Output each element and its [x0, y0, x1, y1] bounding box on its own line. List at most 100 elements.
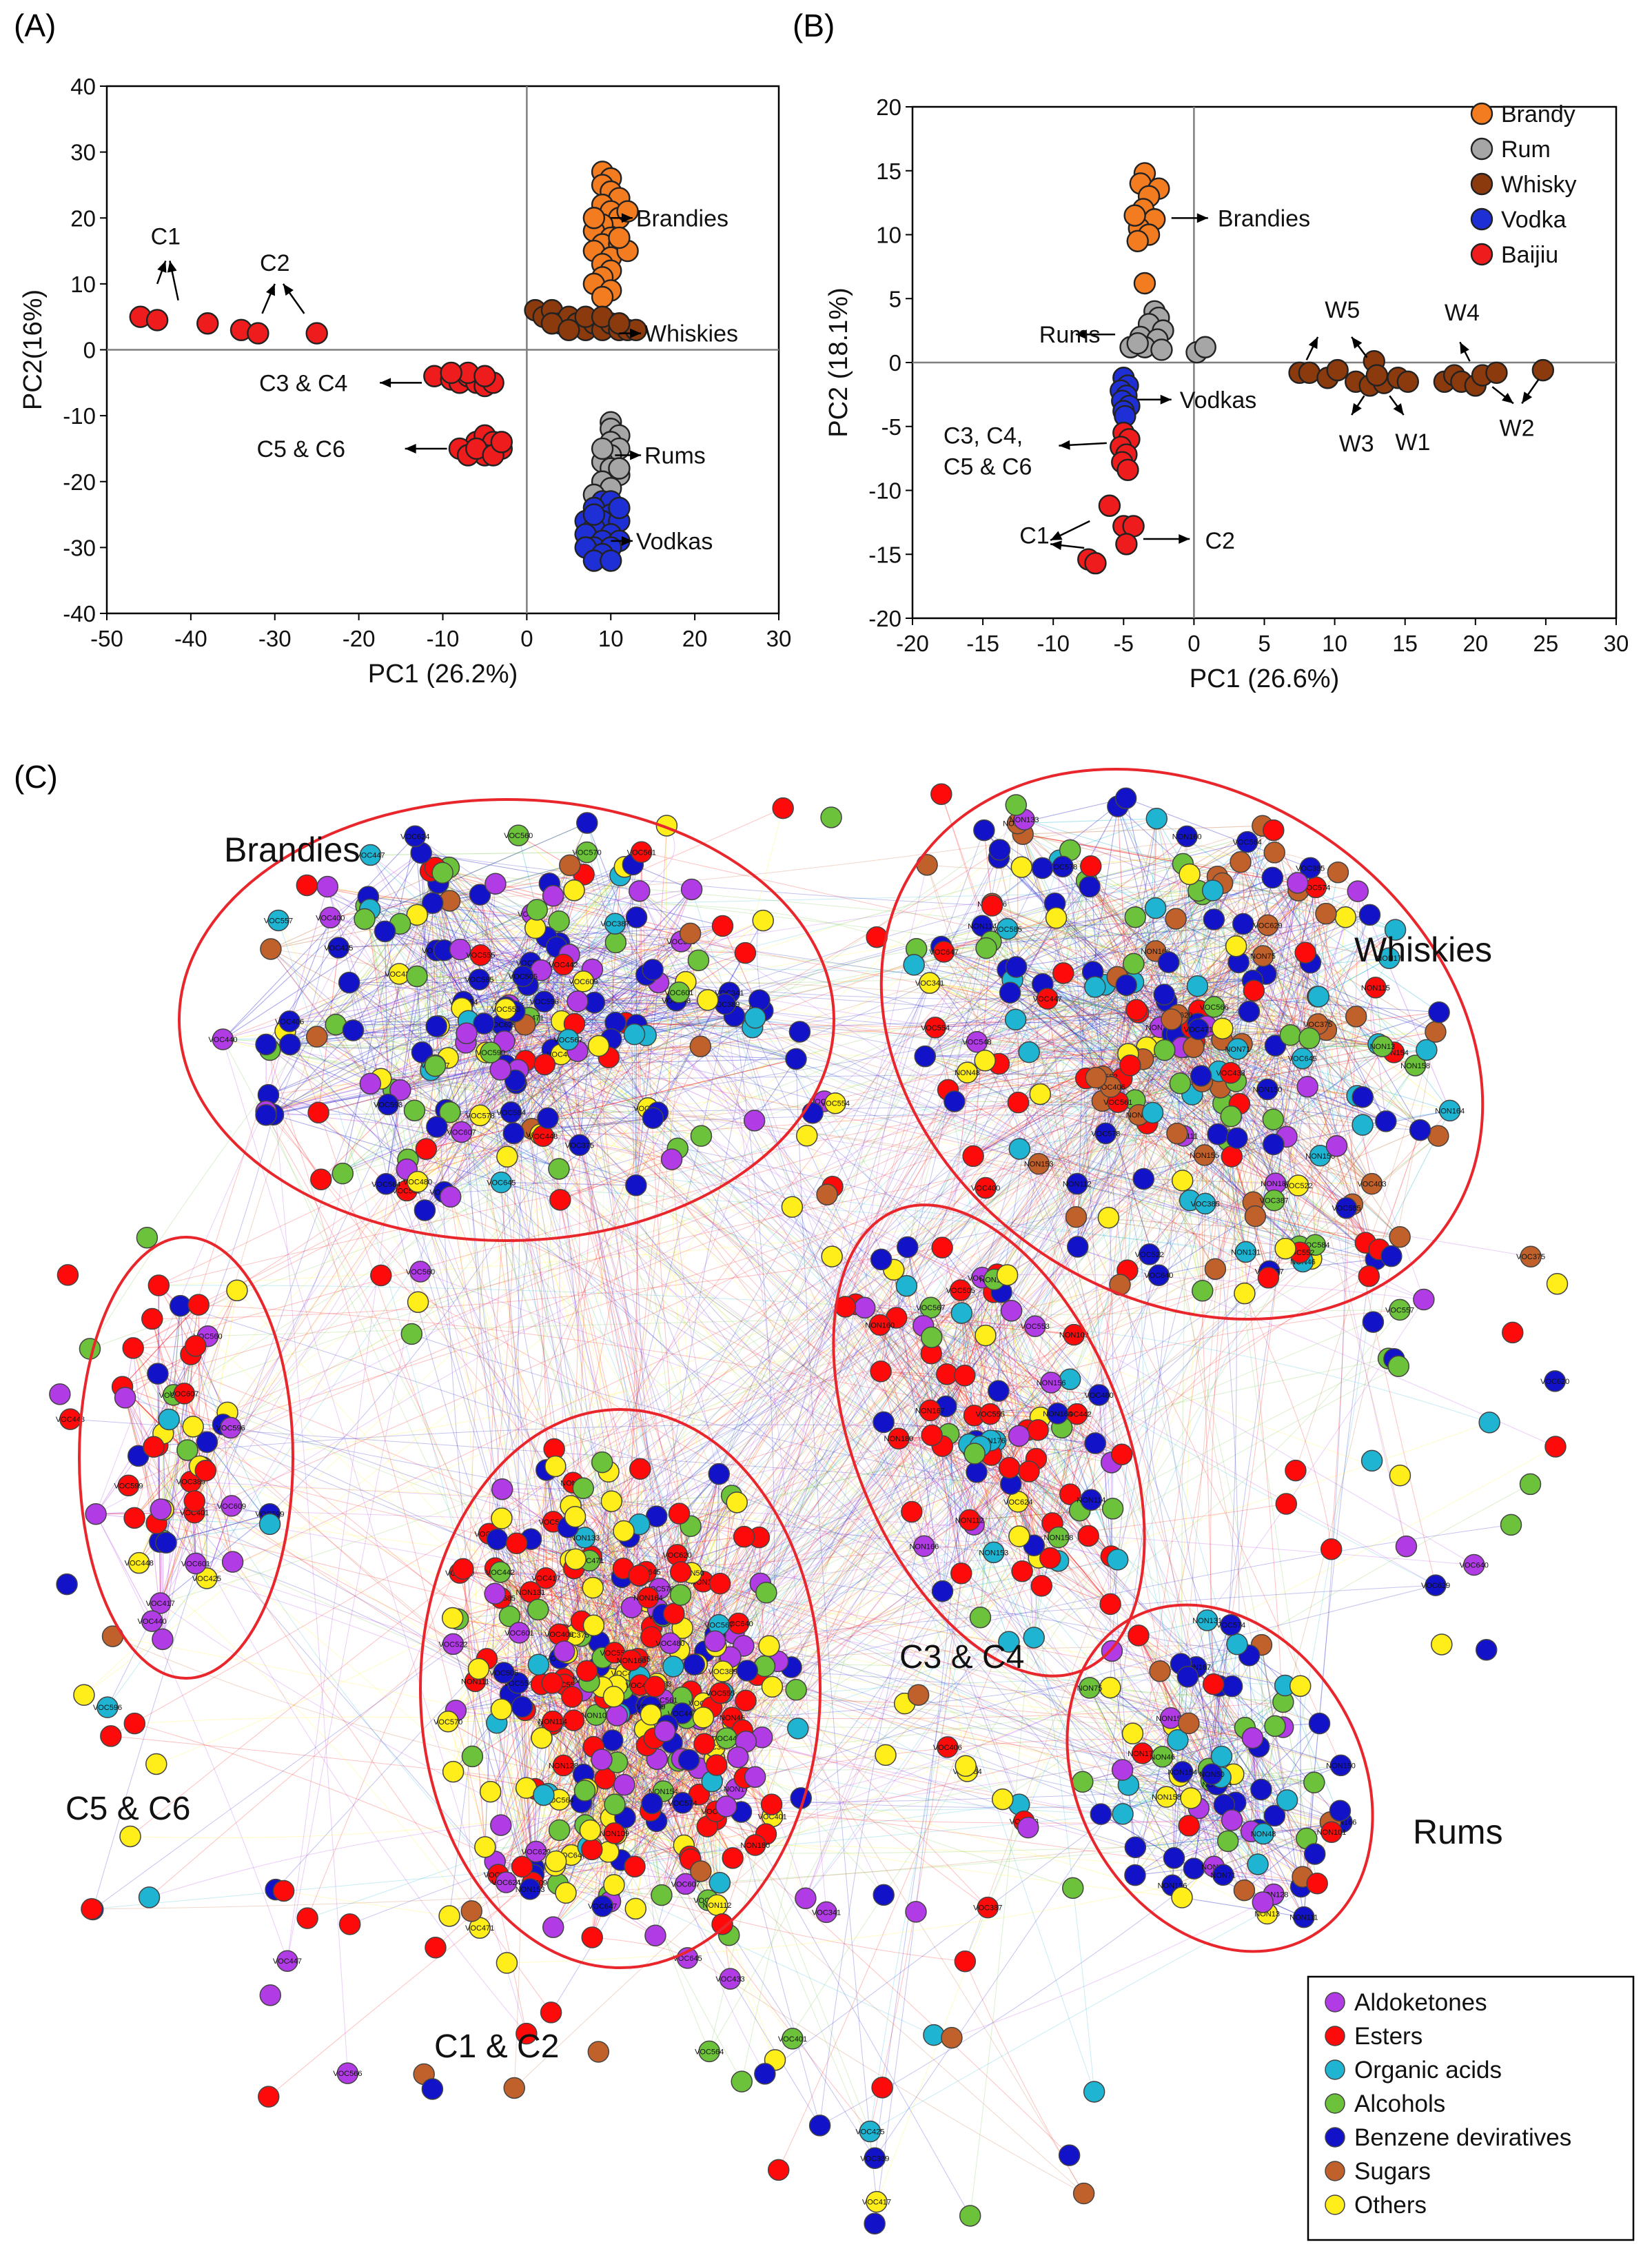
network-node [1132, 1168, 1155, 1190]
network-node [1172, 1170, 1194, 1192]
network-node: VOC448 [125, 1551, 154, 1574]
data-point [1133, 272, 1156, 295]
network-node-circle [354, 908, 376, 930]
network-edge [320, 1015, 735, 1180]
network-node-circle [711, 915, 734, 937]
network-edge [924, 992, 1010, 1057]
network-node [1141, 1101, 1164, 1124]
network-node-circle [439, 1185, 462, 1208]
network-node [542, 885, 564, 907]
annotation-vodkas: Vodkas [636, 529, 713, 555]
arrow-c3-c6 [1059, 440, 1107, 450]
network-edge [634, 889, 693, 1035]
network-node [687, 949, 710, 972]
network-node-circle [567, 990, 589, 1012]
network-node-circle [734, 941, 757, 964]
network-edge [1010, 957, 1389, 993]
annotation-w3: W3 [1339, 431, 1374, 457]
legend-label: Vodka [1501, 207, 1567, 233]
network-node-circle [158, 1408, 180, 1431]
network-edge [273, 937, 547, 1115]
network-node-label: VOC448 [529, 1132, 558, 1141]
network-node-circle [999, 981, 1021, 1004]
network-node [1262, 1108, 1285, 1131]
legend-label: Whisky [1501, 172, 1577, 198]
network-node [338, 971, 360, 994]
network-node-circle [1345, 1006, 1367, 1028]
network-edge [1121, 1078, 1380, 1250]
network-edge [1199, 890, 1299, 1011]
network-node [1238, 1000, 1261, 1023]
network-edge [157, 1285, 159, 1374]
network-edge [944, 951, 1048, 999]
network-edge [929, 982, 977, 1043]
network-edge [320, 976, 524, 1180]
network-edge [432, 902, 529, 986]
network-edge [1076, 1216, 1400, 1238]
network-node [587, 1035, 610, 1057]
network-edge [531, 1046, 701, 1130]
network-edge [935, 835, 1187, 1028]
network-node [1007, 1091, 1030, 1114]
network-node [1207, 1123, 1229, 1145]
network-node [1045, 907, 1068, 929]
network-node [1325, 1135, 1348, 1157]
network-edge [463, 974, 646, 1003]
network-node-circle [1179, 863, 1201, 886]
data-point [1150, 338, 1173, 361]
network-edge [421, 852, 640, 892]
network-edge [1090, 866, 1203, 1291]
network-node-circle [623, 1023, 646, 1046]
network-node-circle [1186, 975, 1209, 997]
x-tick-label: -10 [427, 626, 460, 651]
network-edge [1054, 894, 1203, 904]
network-node [1243, 979, 1265, 1002]
network-node-circle [1165, 908, 1187, 930]
network-node-circle [1243, 979, 1265, 1002]
network-node-circle [296, 874, 318, 897]
network-node-label: VOC555 [466, 952, 495, 960]
network-node-circle [526, 899, 548, 921]
network-node [743, 1110, 766, 1132]
network-node-circle [1287, 872, 1309, 894]
network-node-circle [1066, 1236, 1089, 1258]
network-node-label: VOC425 [324, 944, 353, 953]
network-edge [633, 1034, 649, 1108]
network-edge [1077, 1183, 1300, 1247]
network-edge [540, 1117, 653, 1135]
network-node [1352, 1086, 1374, 1108]
network-node-circle [342, 1019, 365, 1041]
network-edge [954, 1101, 1223, 1104]
network-edge [540, 999, 708, 1135]
network-node-circle [1119, 1055, 1141, 1077]
network-node-circle [431, 862, 453, 884]
network-node-circle [1352, 1114, 1374, 1136]
network-edge [1147, 818, 1157, 1124]
network-edge [367, 896, 480, 980]
x-axis-label: PC1 (26.6%) [1190, 664, 1340, 693]
network-edge [426, 1058, 797, 1150]
network-edge [518, 969, 653, 1070]
network-edge [1103, 1012, 1139, 1077]
network-node [1115, 974, 1137, 997]
arrow-vodkas [611, 536, 633, 546]
arrow-brandies-head [621, 213, 633, 223]
arrow-w2-a [1491, 386, 1514, 405]
network-node [1409, 1119, 1431, 1141]
legend-label: Baijiu [1501, 242, 1558, 268]
network-node-label: VOC599 [476, 1049, 505, 1057]
network-node-label: VOC548 [962, 1039, 991, 1047]
series-brandy [1123, 162, 1170, 295]
network-edge [560, 1108, 649, 1201]
network-edge [223, 853, 422, 1040]
arrow-w3-head [1352, 403, 1362, 416]
network-edge [518, 1069, 658, 1113]
network-node-circle [1145, 807, 1168, 830]
arrow-vodkas-head [621, 536, 633, 546]
network-node-circle [332, 1162, 354, 1185]
network-edge [223, 1039, 381, 1079]
network-node-circle [1085, 1066, 1107, 1089]
network-node [147, 1363, 169, 1385]
network-node [1004, 1008, 1027, 1031]
